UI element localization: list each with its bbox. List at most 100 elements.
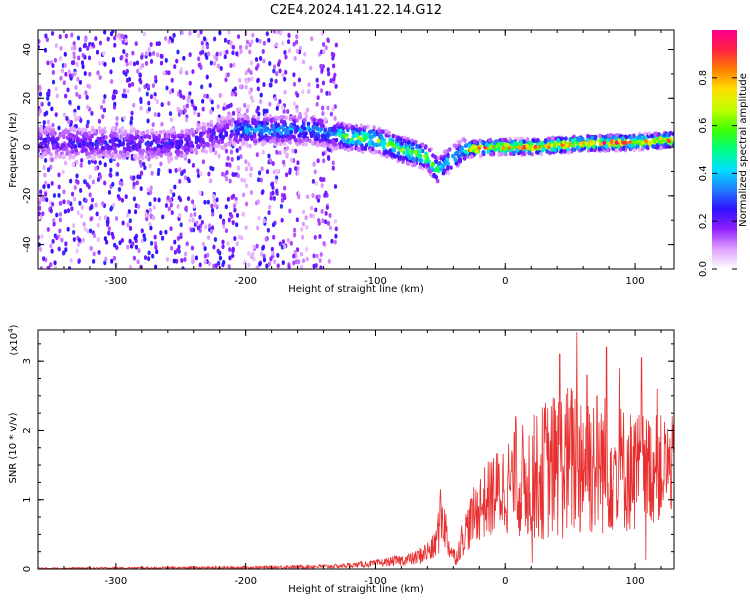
spectrogram-cell (292, 41, 296, 47)
spectrogram-cell (442, 168, 447, 173)
spectrogram-cell (527, 150, 531, 155)
spectrogram-cell (314, 181, 318, 187)
spectrogram-cell (210, 99, 214, 105)
spectrogram-cell (389, 152, 394, 157)
spectrogram-cell (76, 115, 80, 121)
spectrogram-cell (157, 133, 162, 139)
spectrogram-cell (216, 104, 220, 110)
spectrogram-cell (170, 141, 174, 147)
spectrogram-cell (183, 108, 187, 114)
spectrogram-cell (237, 234, 241, 240)
spectrogram-cell (239, 154, 243, 159)
spectrogram-cell (91, 179, 96, 185)
spectrogram-cell (236, 155, 240, 161)
spectrogram-cell (75, 248, 79, 254)
spectrogram-cell (300, 234, 305, 240)
spectrogram-cell (81, 127, 85, 133)
spectrogram-cell (149, 59, 154, 64)
spectrogram-cell (186, 176, 190, 182)
spectrogram-cell (60, 68, 64, 74)
spectrogram-cell (201, 98, 205, 104)
spectrogram-cell (326, 105, 330, 111)
spectrogram-cell (351, 129, 355, 135)
spectrogram-cell (120, 197, 125, 203)
spectrogram-cell (325, 205, 329, 210)
spectrogram-cell (187, 158, 191, 164)
spectrogram-cell (40, 101, 44, 107)
spectrogram-cell (320, 209, 324, 214)
spectrogram-cell (284, 69, 288, 75)
spectrogram-cell (535, 150, 539, 155)
spectrogram-cell (317, 218, 321, 223)
spectrogram-cell (105, 219, 110, 225)
spectrogram-cell (188, 52, 192, 58)
spectrogram-cell (305, 107, 310, 113)
spectrogram-cell (193, 105, 198, 111)
spectrogram-cell (88, 174, 92, 180)
spectrogram-cell (112, 255, 117, 261)
spectrogram-cell (107, 144, 112, 150)
spectrogram-cell (134, 244, 139, 250)
spectrogram-cell (47, 101, 51, 107)
spectrogram-cell (193, 110, 197, 116)
spectrogram-cell (201, 241, 205, 247)
spectrogram-cell (136, 156, 140, 161)
spectrogram-cell (83, 42, 87, 48)
spectrogram-cell (228, 178, 232, 184)
spectrogram-cell (179, 93, 183, 99)
spectrogram-cell (55, 93, 59, 99)
spectrogram-cell (318, 258, 322, 263)
spectrogram-cell (283, 149, 287, 154)
spectrogram-cell (165, 134, 170, 139)
spectrogram-cell (174, 149, 179, 154)
spectrogram-cell (316, 83, 320, 89)
spectrogram-cell (616, 144, 621, 149)
spectrogram-cell (241, 125, 245, 131)
spectrogram-cell (179, 153, 184, 159)
spectrogram-cell (44, 157, 48, 163)
spectrogram-cell (637, 147, 642, 152)
spectrogram-cell (41, 153, 46, 158)
spectrogram-cell (170, 210, 174, 216)
spectrogram-cell (247, 250, 251, 256)
colorbar-tick-label: 0.0 (698, 261, 709, 277)
spectrogram-cell (245, 39, 250, 45)
spectrogram-cell (321, 151, 325, 157)
y-tick-label: 20 (22, 92, 33, 105)
spectrogram-cell (150, 128, 155, 133)
spectrogram-cell (286, 109, 290, 114)
colorbar: 0.0 0.2 0.4 0.6 0.8 Normalized spectral ampl… (698, 30, 749, 277)
spectrogram-cell (392, 148, 397, 153)
spectrogram-cell (191, 162, 196, 168)
spectrogram-cell (50, 137, 55, 142)
spectrogram-cell (293, 249, 297, 255)
spectrogram-cell (559, 148, 564, 154)
spectrogram-cell (244, 166, 249, 172)
spectrogram-cell (247, 161, 251, 167)
spectrogram-cell (271, 138, 276, 143)
spectrogram-cell (83, 71, 87, 76)
spectrogram-cell (327, 139, 332, 144)
spectrogram-cell (533, 144, 538, 149)
spectrogram-cell (245, 201, 249, 207)
colorbar-tick-label: 0.6 (698, 118, 709, 134)
spectrogram-cell (282, 108, 286, 114)
spectrogram-cell (203, 93, 207, 99)
spectrogram-cell (67, 142, 71, 147)
spectrogram-cell (167, 101, 171, 106)
spectrogram-cell (315, 253, 319, 259)
spectrogram-cell (159, 53, 163, 59)
spectrogram-cell (304, 114, 309, 119)
spectrogram-cell (46, 60, 50, 66)
spectrogram-cell (115, 116, 119, 121)
spectrogram-cell (282, 141, 287, 147)
spectrogram-cell (117, 155, 122, 160)
spectrogram-cell (255, 37, 259, 43)
spectrogram-cell (73, 71, 77, 77)
spectrogram-cell (425, 157, 430, 163)
spectrogram-cell (380, 129, 385, 134)
spectrogram-cell (153, 197, 157, 202)
spectrogram-cell (224, 148, 229, 154)
spectrogram-cell (384, 153, 389, 159)
